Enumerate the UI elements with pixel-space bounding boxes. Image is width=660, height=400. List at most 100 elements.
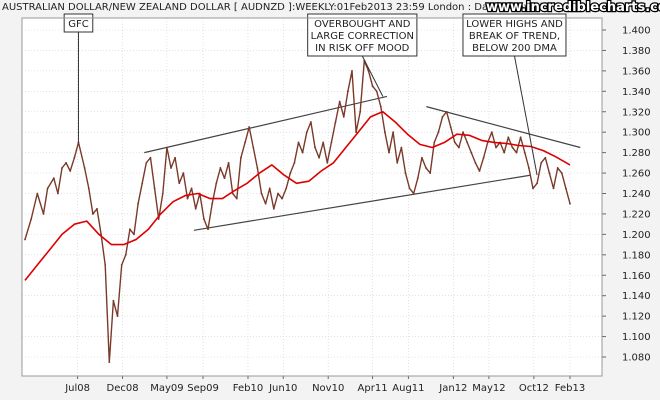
price-point	[112, 299, 115, 302]
trendline-layer	[144, 95, 581, 231]
price-point	[108, 361, 111, 364]
price-point	[458, 146, 460, 149]
price-point	[478, 170, 481, 172]
y-tick-label: 1.100	[622, 332, 651, 343]
trendline	[426, 106, 581, 149]
y-tick-label: 1.360	[622, 66, 651, 77]
price-point	[166, 146, 168, 149]
price-point	[400, 146, 403, 149]
chart-title: AUSTRALIAN DOLLAR/NEW ZEALAND DOLLAR [ A…	[2, 2, 542, 13]
price-point	[52, 177, 55, 180]
price-point	[564, 187, 567, 190]
price-point	[482, 156, 485, 159]
price-point	[153, 187, 156, 190]
x-tick-label: May12	[472, 383, 505, 394]
y-tick-label: 1.280	[622, 148, 651, 159]
price-point	[231, 192, 234, 195]
x-tick-label: Jan12	[438, 383, 467, 394]
price-point	[552, 187, 555, 190]
x-tick-label: Oct12	[519, 383, 549, 394]
x-tick-label: Dec08	[107, 383, 139, 394]
trendline	[193, 174, 532, 231]
y-tick-label: 1.220	[622, 209, 651, 220]
annotation-text: LOWER HIGHS AND	[466, 19, 563, 30]
y-tick-label: 1.380	[622, 46, 651, 57]
price-point	[371, 85, 374, 88]
price-point	[404, 172, 407, 174]
price-point	[227, 161, 230, 164]
price-point	[170, 167, 172, 169]
price-point	[388, 151, 390, 154]
price-point	[223, 177, 226, 180]
price-point	[137, 202, 140, 205]
price-point	[527, 167, 530, 169]
price-point	[203, 218, 205, 220]
x-tick-label: Feb10	[233, 383, 263, 394]
price-point	[462, 131, 464, 134]
price-point	[536, 182, 538, 185]
price-point	[240, 156, 242, 159]
price-point	[264, 202, 267, 205]
price-point	[375, 90, 378, 93]
price-point	[425, 167, 427, 169]
price-point	[293, 161, 296, 164]
price-point	[511, 146, 514, 149]
price-point	[351, 69, 353, 72]
price-point	[120, 264, 123, 266]
annotation-text: BREAK OF TREND,	[469, 31, 560, 42]
price-point	[61, 167, 63, 169]
price-point	[540, 161, 543, 164]
price-point	[96, 207, 98, 210]
price-point	[503, 151, 506, 154]
price-point	[69, 170, 72, 172]
price-point	[186, 197, 189, 200]
y-tick-label: 1.400	[622, 26, 651, 37]
price-point	[36, 192, 39, 195]
price-point	[116, 315, 119, 318]
price-point	[322, 141, 325, 144]
y-tick-label: 1.120	[622, 312, 651, 323]
price-point	[379, 105, 382, 108]
price-point	[182, 172, 185, 174]
price-point	[141, 182, 144, 185]
price-point	[523, 151, 526, 154]
price-point	[30, 218, 33, 220]
price-point	[83, 167, 86, 169]
price-point	[65, 161, 68, 164]
price-point	[256, 167, 259, 169]
price-point	[437, 131, 440, 134]
annotation-text: LARGE CORRECTION	[311, 31, 414, 42]
price-point	[412, 192, 415, 195]
price-point	[392, 131, 395, 134]
price-point	[42, 213, 45, 215]
price-point	[133, 233, 135, 236]
plot-area	[22, 18, 602, 376]
price-point	[342, 115, 345, 118]
price-point	[355, 131, 358, 134]
y-tick-label: 1.340	[622, 87, 651, 98]
x-tick-label: May09	[150, 383, 183, 394]
price-point	[178, 182, 181, 185]
price-point	[309, 121, 312, 123]
x-tick-label: Aug11	[392, 383, 424, 394]
price-point	[145, 161, 148, 164]
x-tick-label: Apr11	[358, 383, 388, 394]
price-point	[470, 151, 473, 154]
price-point	[149, 156, 152, 159]
annotation-box	[307, 13, 418, 57]
annotation-text: IN RISK OFF MOOD	[315, 43, 410, 54]
price-point	[124, 253, 127, 256]
price-point	[215, 182, 218, 185]
x-tick-label: Jun10	[268, 383, 297, 394]
watermark: www.incrediblecharts.com	[485, 0, 660, 16]
y-tick-label: 1.080	[622, 353, 651, 364]
price-point	[277, 192, 279, 195]
annotation-text: GFC	[68, 19, 89, 30]
price-point	[408, 187, 411, 190]
price-point	[334, 121, 337, 123]
price-point	[318, 156, 320, 159]
annotation-pointer	[361, 55, 384, 97]
